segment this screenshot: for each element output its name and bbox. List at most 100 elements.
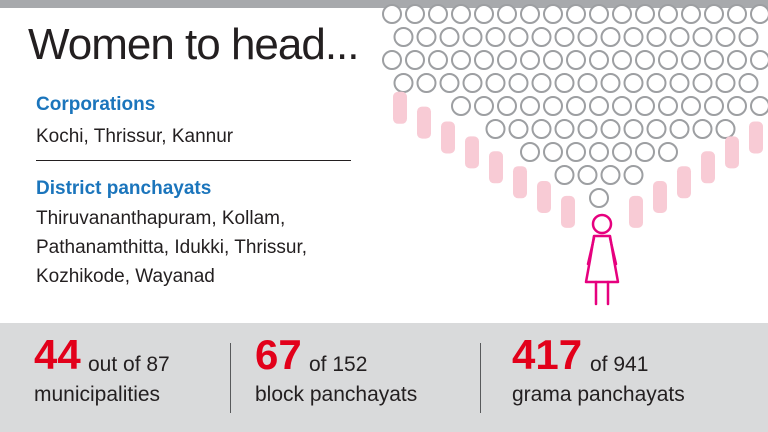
crowd-circle	[520, 96, 540, 116]
crowd-circle	[405, 50, 425, 70]
crowd-circle	[497, 96, 517, 116]
crowd-circle	[474, 96, 494, 116]
crowd-circle	[589, 96, 609, 116]
crowd-figure	[749, 121, 763, 154]
crowd-circle	[681, 4, 701, 24]
crowd-circle	[658, 142, 678, 162]
crowd-circles	[382, 4, 768, 208]
crowd-figure	[441, 121, 455, 154]
crowd-circle	[750, 50, 768, 70]
crowd-circle	[750, 4, 768, 24]
crowd-circle	[704, 50, 724, 70]
crowd-circle	[543, 4, 563, 24]
district-panchayats-label: District panchayats	[36, 178, 212, 199]
crowd-circle	[508, 119, 529, 139]
crowd-figure	[561, 195, 575, 228]
crowd-circle	[635, 4, 655, 24]
crowd-circle	[497, 4, 517, 24]
crowd-circle	[405, 4, 425, 24]
crowd-circle	[658, 50, 678, 70]
stats-panel: 44 out of 87 municipalities 67 of 152 bl…	[0, 323, 768, 432]
crowd-circle	[727, 96, 747, 116]
crowd-circle	[543, 142, 563, 162]
crowd-circle	[451, 4, 471, 24]
crowd-circle	[566, 50, 586, 70]
crowd-circle	[566, 96, 586, 116]
district-line: Thiruvananthapuram, Kollam,	[36, 208, 286, 229]
stat-description: grama panchayats	[512, 383, 685, 406]
crowd-figure	[677, 166, 691, 199]
crowd-circle	[715, 73, 736, 93]
crowd-circle	[577, 119, 598, 139]
crowd-figure	[653, 181, 667, 213]
crowd-circle	[623, 165, 644, 185]
stat-suffix: of 941	[590, 353, 649, 376]
crowd-circle	[428, 50, 448, 70]
crowd-circle	[623, 119, 644, 139]
crowd-circle	[623, 27, 644, 47]
crowd-circle	[508, 27, 529, 47]
crowd-circle	[646, 119, 667, 139]
crowd-circle	[612, 96, 632, 116]
crowd-circle	[727, 50, 747, 70]
crowd-circle	[669, 73, 690, 93]
crowd-circle	[508, 73, 529, 93]
stat-number: 67	[255, 331, 302, 378]
crowd-circle	[566, 4, 586, 24]
crowd-circle	[451, 96, 471, 116]
crowd-illustration	[382, 4, 768, 306]
crowd-circle	[646, 73, 667, 93]
crowd-circle	[543, 96, 563, 116]
crowd-circle	[520, 142, 540, 162]
crowd-figure	[701, 151, 715, 184]
crowd-circle	[474, 4, 494, 24]
crowd-circle	[393, 73, 414, 93]
crowd-figure	[489, 151, 503, 184]
crowd-circle	[715, 27, 736, 47]
crowd-circle	[485, 73, 506, 93]
stat-divider	[480, 343, 481, 413]
crowd-circle	[600, 27, 621, 47]
stat-description: municipalities	[34, 383, 161, 406]
crowd-circle	[462, 73, 483, 93]
crowd-circle	[554, 73, 575, 93]
crowd-circle	[520, 4, 540, 24]
crowd-circle	[382, 50, 402, 70]
stat-suffix: of 152	[309, 353, 368, 376]
crowd-circle	[428, 4, 448, 24]
crowd-circle	[589, 142, 609, 162]
crowd-circle	[715, 119, 736, 139]
crowd-circle	[738, 27, 759, 47]
crowd-circle	[681, 50, 701, 70]
crowd-circle	[612, 4, 632, 24]
crowd-circle	[692, 27, 713, 47]
crowd-figure	[629, 195, 643, 228]
crowd-circle	[577, 73, 598, 93]
crowd-circle	[554, 165, 575, 185]
crowd-figure	[417, 106, 431, 139]
crowd-circle	[485, 119, 506, 139]
crowd-circle	[531, 27, 552, 47]
page-title: Women to head...	[28, 20, 359, 69]
crowd-circle	[589, 50, 609, 70]
crowd-circle	[554, 27, 575, 47]
crowd-figure	[465, 136, 479, 169]
crowd-circle	[589, 188, 609, 208]
crowd-circle	[520, 50, 540, 70]
divider	[36, 160, 351, 161]
crowd-circle	[439, 27, 460, 47]
crowd-circle	[646, 27, 667, 47]
crowd-circle	[393, 27, 414, 47]
crowd-circle	[451, 50, 471, 70]
crowd-circle	[704, 4, 724, 24]
crowd-circle	[635, 142, 655, 162]
crowd-circle	[738, 73, 759, 93]
district-line: Pathanamthitta, Idukki, Thrissur,	[36, 237, 308, 258]
crowd-circle	[566, 142, 586, 162]
crowd-circle	[704, 96, 724, 116]
crowd-circle	[600, 165, 621, 185]
crowd-circle	[531, 119, 552, 139]
stat-description: block panchayats	[255, 383, 418, 406]
crowd-circle	[623, 73, 644, 93]
